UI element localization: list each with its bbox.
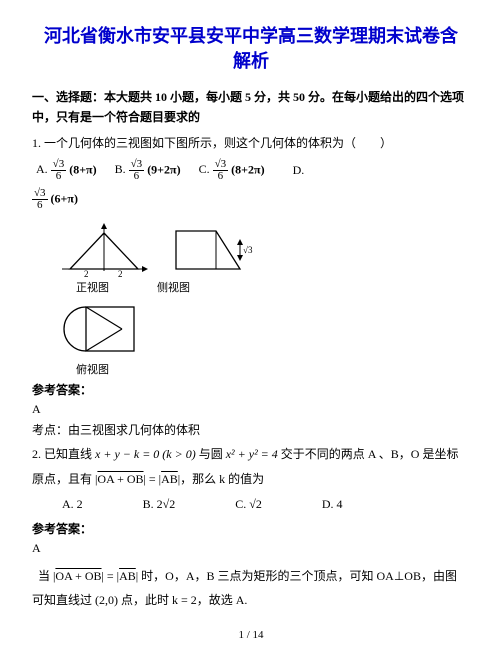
frac-d: √3 6 (32, 188, 48, 211)
frac-c: √3 6 (213, 159, 229, 182)
caption-front: 正视图 (76, 279, 109, 295)
q2-l2c: |，那么 k 的值为 (178, 472, 264, 486)
q1-options-row2: √3 6 (6+π) (32, 188, 470, 211)
title-line-1: 河北省衡水市安平县安平中学高三数学理期末试卷含 (44, 26, 458, 46)
q2-option-a: A. 2 (62, 497, 83, 512)
frac-a: √3 6 (51, 159, 67, 182)
q2-l2b: | = | (144, 472, 162, 486)
frac-b: √3 6 (129, 159, 145, 182)
q2-options: A. 2 B. 2√2 C. √2 D. 4 (62, 497, 470, 512)
q1-options-row1: A. √3 6 (8+π) B. √3 6 (9+2π) C. √3 6 (8+… (46, 159, 470, 182)
figure-row-1: 2 2 √3 (56, 219, 470, 277)
q1-option-d: √3 6 (6+π) (32, 188, 78, 211)
q2-l2a: 原点，且有 | (32, 472, 97, 486)
explain-2-line1: 当 |OA + OB| = |AB| 时，O，A，B 三点为矩形的三个顶点，可知… (38, 566, 470, 586)
q2-mid: 与圆 (199, 447, 223, 461)
label-c: C. (199, 162, 210, 176)
q2-option-d: D. 4 (322, 497, 343, 512)
exp2-b: | = | (102, 569, 120, 583)
answer-1: A (32, 402, 470, 417)
page-title: 河北省衡水市安平县安平中学高三数学理期末试卷含 解析 (32, 24, 470, 74)
exp2-vec-sum: OA + OB (55, 569, 101, 583)
caption-row-1: 正视图 侧视图 (76, 279, 470, 295)
q2-pre: 2. 已知直线 (32, 447, 92, 461)
q2-line1: 2. 已知直线 x + y − k = 0 (k > 0) 与圆 x² + y²… (32, 444, 470, 464)
svg-text:2: 2 (84, 269, 89, 277)
explain-2-line2: 可知直线过 (2,0) 点，此时 k = 2，故选 A. (32, 590, 470, 610)
q2-post: 交于不同的两点 A 、B，O 是坐标 (281, 447, 459, 461)
exp2-c: | 时，O，A，B 三点为矩形的三个顶点，可知 OA⊥OB，由图 (136, 569, 457, 583)
front-view-figure: 2 2 (56, 219, 152, 277)
label-a: A. (36, 162, 48, 176)
q2-line2: 原点，且有 |OA + OB| = |AB|，那么 k 的值为 (32, 469, 470, 489)
page-number: 1 / 14 (0, 629, 502, 641)
q1-option-b: B. √3 6 (9+2π) (125, 159, 181, 182)
side-view-figure: √3 (170, 219, 256, 277)
caption-top: 俯视图 (76, 361, 109, 377)
figure-row-2 (56, 299, 470, 359)
svg-text:√3: √3 (243, 245, 253, 255)
vec-ab: AB (161, 472, 178, 486)
label-b: B. (115, 162, 126, 176)
q1-option-a: A. √3 6 (8+π) (46, 159, 97, 182)
caption-row-2: 俯视图 (76, 361, 470, 377)
q2-option-b: B. 2√2 (143, 497, 176, 512)
section-1-heading: 一、选择题：本大题共 10 小题，每小题 5 分，共 50 分。在每小题给出的四… (32, 88, 470, 126)
caption-side: 侧视图 (157, 279, 190, 295)
opt-a-tail: (8+π) (69, 162, 96, 176)
exp2-a: 当 | (38, 569, 55, 583)
q2-option-c: C. √2 (235, 497, 262, 512)
explain-1: 考点：由三视图求几何体的体积 (32, 421, 470, 438)
opt-b-tail: (9+2π) (147, 162, 180, 176)
q2-eq2: x² + y² = 4 (226, 447, 281, 461)
title-line-2: 解析 (233, 51, 269, 71)
top-view-figure (56, 299, 142, 355)
exp2-vec-ab: AB (119, 569, 136, 583)
label-d-inline: D. (293, 163, 305, 178)
q2-eq1: x + y − k = 0 (k > 0) (95, 447, 199, 461)
answer-label-1: 参考答案： (32, 381, 470, 398)
vec-oa-ob: OA + OB (97, 472, 143, 486)
opt-d-tail: (6+π) (51, 191, 78, 205)
q1-text: 1. 一个几何体的三视图如下图所示，则这个几何体的体积为（ ） (32, 133, 470, 153)
svg-text:2: 2 (118, 269, 123, 277)
answer-label-2: 参考答案： (32, 520, 470, 537)
q1-option-c: C. √3 6 (8+2π) (209, 159, 265, 182)
answer-2: A (32, 541, 470, 556)
opt-c-tail: (8+2π) (231, 162, 264, 176)
